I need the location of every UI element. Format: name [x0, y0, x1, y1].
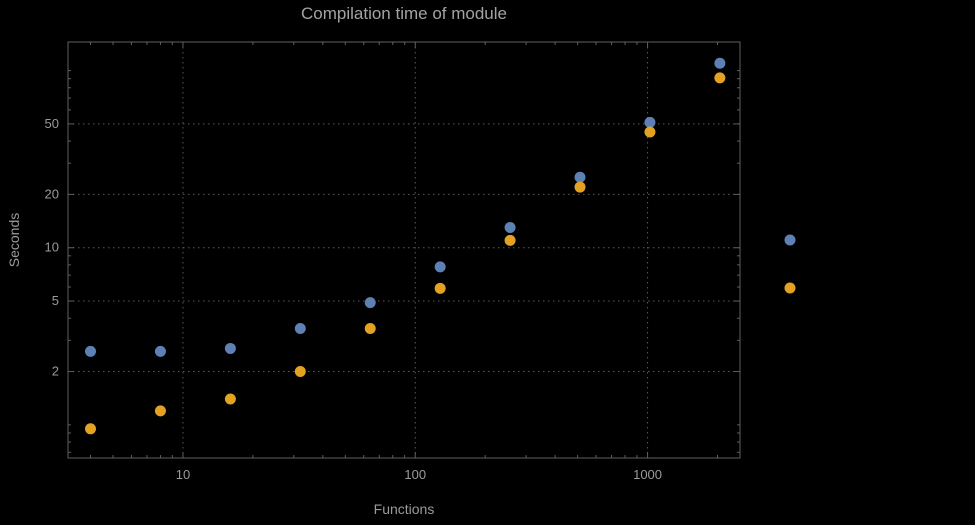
plot-frame: [67, 41, 741, 459]
y-tick-label: 20: [45, 186, 59, 201]
data-point-series-1: [434, 261, 446, 273]
y-tick-label: 10: [45, 240, 59, 255]
y-tick-label: 5: [52, 293, 59, 308]
data-point-series-2: [85, 423, 97, 435]
data-point-series-2: [504, 234, 516, 246]
data-point-series-2: [574, 181, 586, 193]
data-point-series-1: [504, 222, 516, 234]
legend-marker-2: [784, 282, 796, 294]
data-point-series-1: [154, 345, 166, 357]
x-axis-label: Functions: [373, 501, 435, 517]
x-tick-label: 10: [176, 467, 190, 482]
data-point-series-1: [644, 116, 656, 128]
data-point-series-2: [364, 322, 376, 334]
data-point-series-2: [294, 366, 306, 378]
data-point-series-1: [294, 322, 306, 334]
data-point-series-2: [154, 405, 166, 417]
legend-marker-1: [784, 234, 796, 246]
data-point-series-2: [714, 72, 726, 84]
data-point-series-1: [224, 342, 236, 354]
data-point-series-2: [224, 393, 236, 405]
data-point-series-1: [364, 297, 376, 309]
data-point-series-1: [85, 345, 97, 357]
data-point-series-1: [574, 171, 586, 183]
data-point-series-2: [434, 282, 446, 294]
y-tick-label: 2: [52, 364, 59, 379]
x-tick-label: 100: [404, 467, 426, 482]
data-point-series-1: [714, 57, 726, 69]
data-point-series-2: [644, 126, 656, 138]
x-tick-label: 1000: [633, 467, 662, 482]
y-tick-label: 50: [45, 116, 59, 131]
chart-title: Compilation time of module: [301, 4, 507, 23]
